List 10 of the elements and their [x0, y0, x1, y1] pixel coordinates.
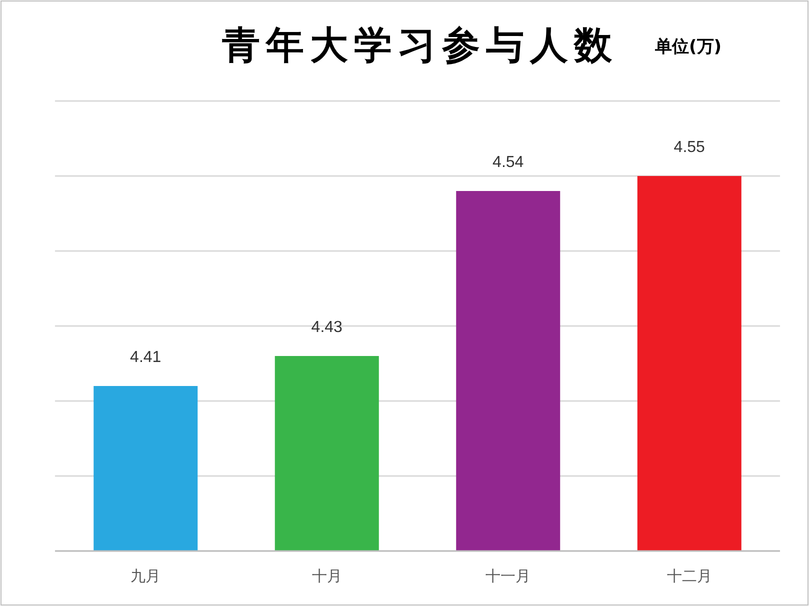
data-label: 4.43 — [311, 319, 343, 336]
data-label: 4.41 — [130, 349, 162, 366]
data-label: 4.54 — [492, 154, 524, 171]
x-tick-label: 十一月 — [486, 567, 531, 585]
x-tick-label: 九月 — [130, 567, 161, 585]
x-tick-label: 十二月 — [666, 567, 712, 585]
x-tick-label: 十月 — [312, 567, 342, 585]
chart-subtitle: 单位(万) — [654, 37, 722, 57]
chart-title: 青年大学习参与人数 — [221, 22, 618, 67]
data-label: 4.55 — [674, 139, 706, 156]
